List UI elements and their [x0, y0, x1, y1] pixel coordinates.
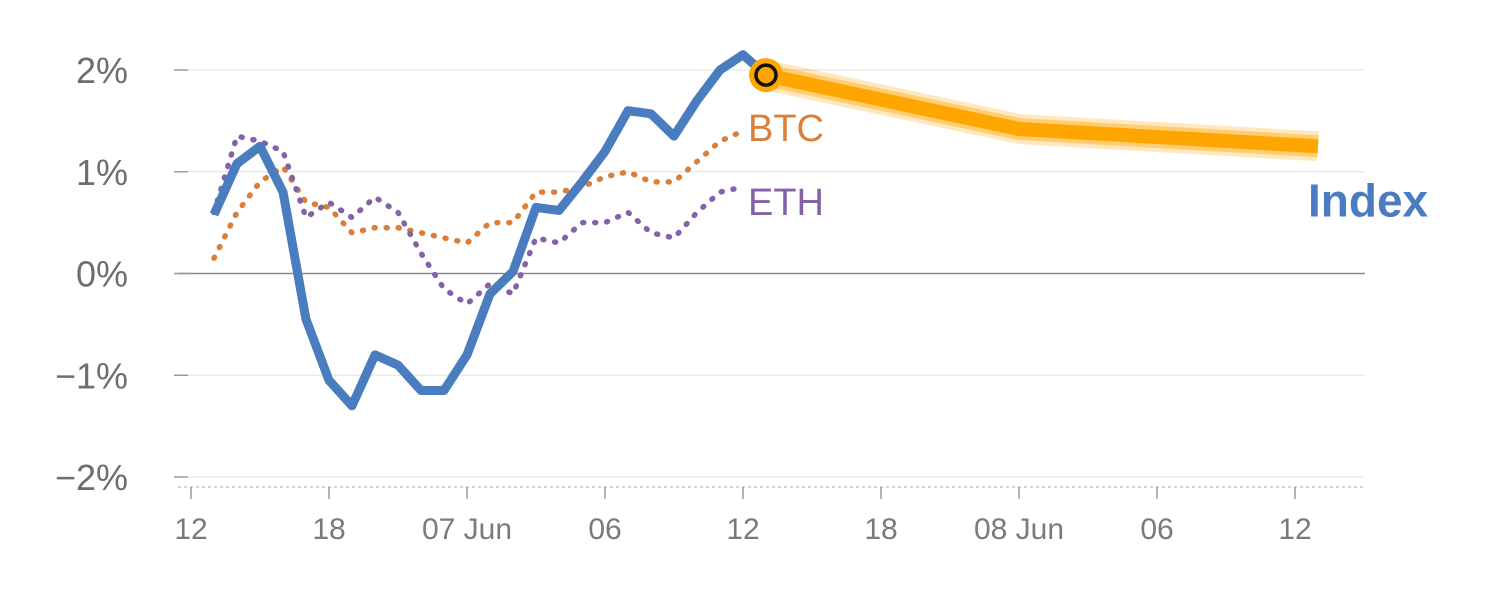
x-tick-label: 18	[312, 513, 345, 546]
x-tick-label: 12	[1278, 513, 1311, 546]
x-tick-label: 07 Jun	[422, 513, 512, 546]
series	[209, 50, 1319, 411]
last-point-marker	[754, 63, 778, 87]
eth-line	[211, 133, 746, 307]
axes: 2% 1% 0% −1% −2% 12 18 07 Jun 06 12 18 08 Jun 06 12	[55, 50, 1365, 546]
x-tick-label: 06	[1140, 513, 1173, 546]
x-tick-label: 12	[726, 513, 759, 546]
y-tick-label: −1%	[55, 355, 128, 396]
y-tick-label: 0%	[76, 254, 128, 295]
btc-line	[211, 128, 746, 261]
index-line	[209, 50, 769, 411]
series-labels: BTC ETH Index	[748, 108, 1429, 226]
forecast-line	[764, 68, 1319, 154]
index-series-label: Index	[1308, 174, 1429, 226]
x-tick-label: 12	[174, 513, 207, 546]
eth-series-label: ETH	[748, 182, 824, 224]
y-tick-label: 1%	[76, 152, 128, 193]
x-tick-label: 18	[864, 513, 897, 546]
grid	[178, 69, 1365, 478]
y-tick-label: −2%	[55, 457, 128, 498]
y-tick-label: 2%	[76, 50, 128, 91]
x-tick-label: 08 Jun	[974, 513, 1064, 546]
x-tick-label: 06	[588, 513, 621, 546]
btc-series-label: BTC	[748, 108, 824, 150]
